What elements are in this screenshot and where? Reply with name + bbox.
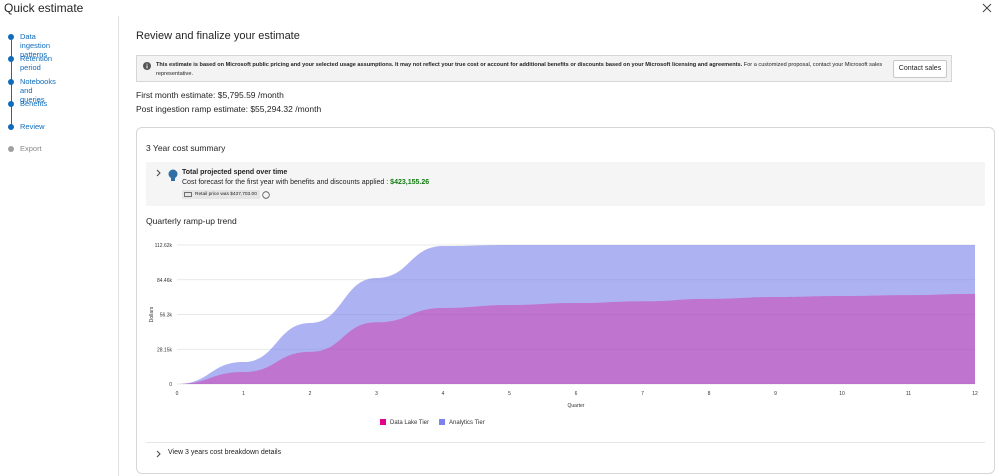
x-tick-label: 11: [906, 391, 911, 397]
dialog-title: Quick estimate: [4, 1, 84, 15]
legend-swatch: [380, 419, 386, 425]
x-tick-label: 8: [708, 391, 711, 397]
x-axis-label: Quarter: [568, 403, 585, 409]
step-link[interactable]: Benefits: [20, 99, 48, 108]
info-icon: [143, 62, 151, 70]
x-tick-label: 6: [575, 391, 578, 397]
summary-card: [136, 127, 995, 474]
y-tick-label: 112.62k: [155, 243, 173, 249]
area: [177, 245, 975, 384]
forecast-label: Cost forecast for the first year with be…: [182, 179, 389, 186]
total-title: Total projected spend over time: [182, 169, 288, 176]
y-axis-label: Dollars: [149, 306, 155, 322]
y-tick-label: 56.3k: [160, 313, 173, 319]
x-tick-label: 5: [508, 391, 511, 397]
y-tick-label: 0: [169, 382, 172, 388]
step-dot: [8, 146, 14, 152]
expand-chevron[interactable]: [156, 450, 162, 458]
page-title: Review and finalize your estimate: [136, 30, 300, 42]
summary-box: Total projected spend over time Cost for…: [146, 162, 985, 206]
y-tick-label: 28.15k: [157, 347, 173, 353]
breakdown-link[interactable]: View 3 years cost breakdown details: [168, 449, 282, 456]
step-link[interactable]: Notebooks and queries: [20, 77, 56, 104]
step-dot: [8, 101, 14, 107]
notice-box: This estimate is based on Microsoft publ…: [136, 55, 952, 82]
step-dot: [8, 124, 14, 130]
expand-chevron[interactable]: [156, 169, 162, 177]
divider: [118, 16, 119, 476]
summary-title: 3 Year cost summary: [146, 143, 226, 153]
x-tick-label: 12: [972, 391, 978, 397]
y-tick-label: 84.46k: [157, 278, 173, 284]
x-tick-label: 10: [839, 391, 845, 397]
step-link[interactable]: Data ingestion patterns: [20, 32, 51, 59]
estimate: Post ingestion ramp estimate: $55,294.32…: [136, 104, 322, 114]
contact-sales-button[interactable]: Contact sales: [893, 60, 947, 78]
tag-icon: [184, 192, 192, 197]
x-tick-label: 2: [309, 391, 312, 397]
notice-text: For a customized proposal, contact your …: [156, 62, 883, 77]
x-tick-label: 4: [442, 391, 445, 397]
info-icon[interactable]: [262, 191, 270, 199]
step-dot: [8, 34, 14, 40]
x-tick-label: 3: [375, 391, 378, 397]
area: [177, 293, 975, 384]
retail-badge: Retail price was $437,703.00: [182, 190, 260, 199]
legend-swatch: [439, 419, 446, 425]
x-tick-label: 1: [242, 391, 245, 397]
step-dot: [8, 79, 14, 85]
step-link[interactable]: Export: [20, 144, 42, 153]
x-tick-label: 0: [176, 391, 179, 397]
step-link[interactable]: Review: [20, 122, 45, 131]
chart-title: Quarterly ramp-up trend: [146, 216, 237, 226]
legend-label: Data Lake Tier: [390, 420, 429, 426]
step-link[interactable]: Retention period: [20, 54, 53, 72]
notice-bold: This estimate is based on Microsoft publ…: [156, 62, 743, 68]
legend-label: Analytics Tier: [449, 420, 485, 426]
forecast-value: $423,155.26: [390, 179, 430, 186]
bulb-icon: [168, 169, 178, 181]
step-dot: [8, 56, 14, 62]
separator: [146, 442, 985, 443]
x-tick-label: 9: [774, 391, 777, 397]
close-button[interactable]: [982, 3, 992, 13]
estimate: First month estimate: $5,795.59 /month: [136, 90, 284, 100]
x-tick-label: 7: [641, 391, 644, 397]
